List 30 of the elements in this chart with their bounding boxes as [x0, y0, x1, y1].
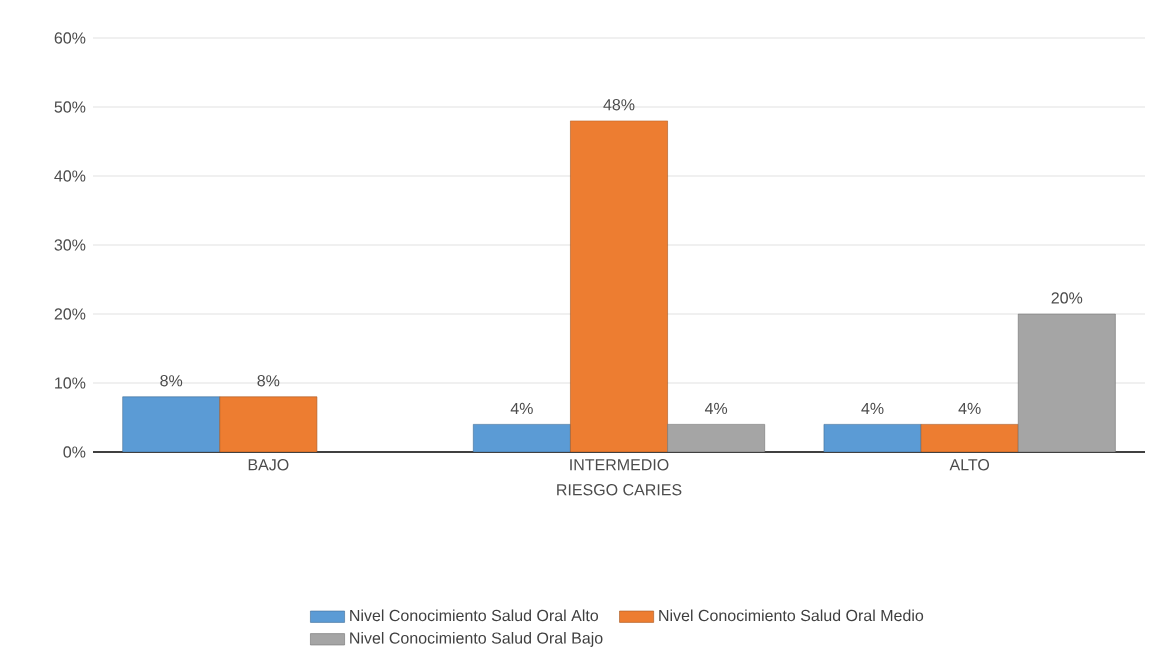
y-tick-label: 20%	[54, 308, 86, 320]
y-tick-label: 50%	[54, 101, 86, 113]
legend-label: Nivel Conocimiento Salud Oral Bajo	[350, 632, 603, 647]
bar	[823, 424, 922, 452]
bar	[570, 120, 668, 452]
data-label: 8%	[160, 375, 183, 387]
data-label: 8%	[257, 375, 280, 387]
legend-label: Nivel Conocimiento Salud Oral Medio	[659, 609, 924, 622]
y-tick-label: 60%	[54, 32, 86, 44]
data-label: 4%	[704, 402, 728, 414]
data-label: 4%	[958, 402, 981, 414]
data-label: 48%	[603, 99, 635, 111]
x-tick-label: ALTO	[949, 459, 990, 471]
bar	[1017, 313, 1116, 452]
y-tick-label: 40%	[54, 170, 86, 182]
bar	[920, 424, 1019, 452]
bar	[667, 424, 766, 452]
x-tick-label: INTERMEDIO	[570, 459, 669, 471]
bar	[122, 396, 221, 452]
data-label: 20%	[1051, 292, 1083, 304]
data-label: 4%	[861, 402, 884, 414]
y-tick-label: 30%	[54, 239, 86, 251]
x-axis-title: RIESGO CARIES	[557, 484, 682, 496]
y-tick-label: 0%	[63, 446, 86, 458]
y-tick-label: 10%	[55, 377, 86, 389]
legend-label: Nivel Conocimiento Salud Oral Alto	[350, 609, 599, 622]
x-tick-label: BAJO	[248, 459, 289, 471]
bar	[219, 396, 318, 452]
bar	[473, 424, 571, 452]
data-label: 4%	[510, 402, 533, 414]
